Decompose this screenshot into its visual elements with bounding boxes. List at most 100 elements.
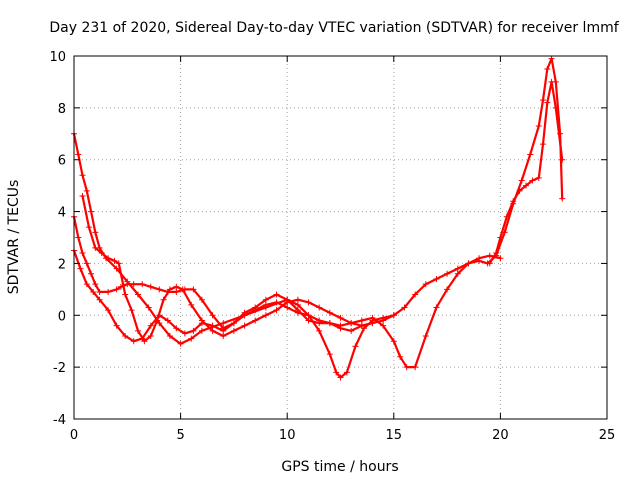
data-point	[497, 255, 504, 262]
data-point	[252, 317, 259, 324]
series-layer	[71, 55, 566, 381]
data-point	[98, 250, 105, 257]
data-point	[198, 296, 205, 303]
data-point	[147, 322, 154, 329]
series-line	[488, 80, 564, 265]
data-point	[113, 265, 120, 272]
data-point	[179, 286, 186, 293]
data-point	[105, 307, 112, 314]
data-point	[397, 353, 404, 360]
data-point	[273, 299, 280, 306]
data-point	[113, 286, 120, 293]
data-point	[337, 314, 344, 321]
data-point	[559, 195, 566, 202]
data-point	[403, 364, 410, 371]
y-tick-label: 0	[58, 309, 66, 324]
data-point	[540, 141, 547, 148]
data-point	[454, 270, 461, 277]
y-tick-label: 6	[58, 154, 66, 169]
data-point	[326, 309, 333, 316]
data-point	[79, 193, 86, 200]
data-point	[294, 296, 301, 303]
data-point	[83, 260, 90, 267]
x-tick-label: 5	[176, 428, 184, 443]
series-sat-a	[71, 55, 566, 381]
x-tick-label: 0	[70, 428, 78, 443]
data-point	[141, 338, 148, 345]
y-tick-label: 8	[58, 102, 66, 117]
data-point	[105, 255, 112, 262]
data-point	[113, 322, 120, 329]
data-point	[188, 335, 195, 342]
y-tick-label: -2	[53, 361, 66, 376]
data-point	[352, 343, 359, 350]
data-point	[527, 151, 534, 158]
data-point	[90, 288, 97, 295]
data-point	[134, 327, 141, 334]
x-tick-label: 25	[599, 428, 616, 443]
data-point	[535, 123, 542, 130]
data-point	[433, 304, 440, 311]
data-point	[305, 317, 312, 324]
data-point	[294, 301, 301, 308]
data-point	[333, 369, 340, 376]
data-point	[166, 286, 173, 293]
data-point	[220, 320, 227, 327]
y-tick-label: -4	[53, 413, 66, 428]
data-point	[516, 187, 523, 194]
data-point	[160, 296, 167, 303]
data-point	[380, 322, 387, 329]
data-point	[422, 333, 429, 340]
data-point	[262, 312, 269, 319]
data-point	[369, 320, 376, 327]
data-point	[316, 304, 323, 311]
data-point	[209, 322, 216, 329]
data-point	[529, 177, 536, 184]
data-point	[198, 317, 205, 324]
data-point	[85, 224, 92, 231]
data-point	[358, 317, 365, 324]
data-point	[535, 174, 542, 181]
data-point	[412, 364, 419, 371]
data-point	[262, 296, 269, 303]
data-point	[252, 307, 259, 314]
data-point	[444, 270, 451, 277]
data-point	[115, 260, 122, 267]
grid-layer	[74, 56, 607, 419]
data-point	[241, 322, 248, 329]
data-point	[130, 338, 137, 345]
data-point	[164, 317, 171, 324]
data-point	[154, 317, 161, 324]
data-point	[77, 265, 84, 272]
data-point	[79, 172, 86, 179]
x-tick-label: 20	[492, 428, 509, 443]
data-point	[173, 325, 180, 332]
data-point	[497, 234, 504, 241]
data-point	[544, 99, 551, 106]
data-point	[262, 301, 269, 308]
data-point	[326, 320, 333, 327]
data-point	[305, 312, 312, 319]
data-point	[88, 208, 95, 215]
data-point	[75, 234, 82, 241]
data-point	[559, 156, 566, 163]
data-point	[348, 327, 355, 334]
data-point	[486, 252, 493, 259]
data-point	[369, 314, 376, 321]
data-point	[190, 286, 197, 293]
data-point	[122, 291, 129, 298]
data-point	[444, 286, 451, 293]
data-point	[305, 299, 312, 306]
data-point	[422, 281, 429, 288]
data-point	[401, 304, 408, 311]
plot-frame	[73, 55, 608, 420]
x-tick-label: 10	[279, 428, 296, 443]
data-point	[540, 97, 547, 104]
data-point	[75, 151, 82, 158]
data-point	[284, 299, 291, 306]
data-point	[83, 281, 90, 288]
data-point	[220, 327, 227, 334]
data-point	[92, 244, 99, 251]
x-axis-label: GPS time / hours	[281, 459, 398, 475]
